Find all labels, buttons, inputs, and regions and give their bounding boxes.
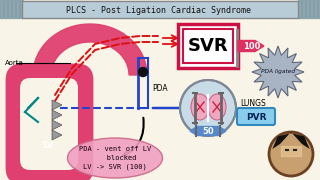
Polygon shape <box>52 100 62 110</box>
FancyBboxPatch shape <box>183 29 233 63</box>
Text: PVR: PVR <box>246 112 266 122</box>
Text: Aorta: Aorta <box>5 60 24 66</box>
Polygon shape <box>272 132 310 149</box>
FancyBboxPatch shape <box>21 1 298 17</box>
Text: SVR: SVR <box>188 37 228 55</box>
FancyBboxPatch shape <box>178 24 238 68</box>
Polygon shape <box>52 130 62 140</box>
Text: PDA - vent off LV
   blocked
LV -> SVR (100): PDA - vent off LV blocked LV -> SVR (100… <box>79 146 151 170</box>
Polygon shape <box>33 24 147 75</box>
Ellipse shape <box>191 94 209 120</box>
Text: 100: 100 <box>243 42 261 51</box>
FancyBboxPatch shape <box>0 18 320 180</box>
Ellipse shape <box>68 138 163 178</box>
Polygon shape <box>52 120 62 130</box>
Text: PDA: PDA <box>152 84 168 93</box>
Polygon shape <box>52 110 62 120</box>
Polygon shape <box>252 46 304 98</box>
FancyArrow shape <box>208 127 226 136</box>
Text: LUNGS: LUNGS <box>240 98 266 107</box>
Ellipse shape <box>208 94 226 120</box>
FancyBboxPatch shape <box>237 108 275 125</box>
Circle shape <box>139 68 148 76</box>
Circle shape <box>269 132 313 176</box>
Text: PLCS - Post Ligation Cardiac Syndrome: PLCS - Post Ligation Cardiac Syndrome <box>67 6 252 15</box>
Text: PDA ligated: PDA ligated <box>261 69 295 73</box>
Text: 50: 50 <box>202 127 214 136</box>
FancyArrow shape <box>238 40 264 51</box>
FancyArrow shape <box>190 127 208 136</box>
FancyBboxPatch shape <box>7 65 92 180</box>
Circle shape <box>180 80 236 136</box>
Text: LV: LV <box>42 141 54 150</box>
FancyBboxPatch shape <box>20 78 78 170</box>
